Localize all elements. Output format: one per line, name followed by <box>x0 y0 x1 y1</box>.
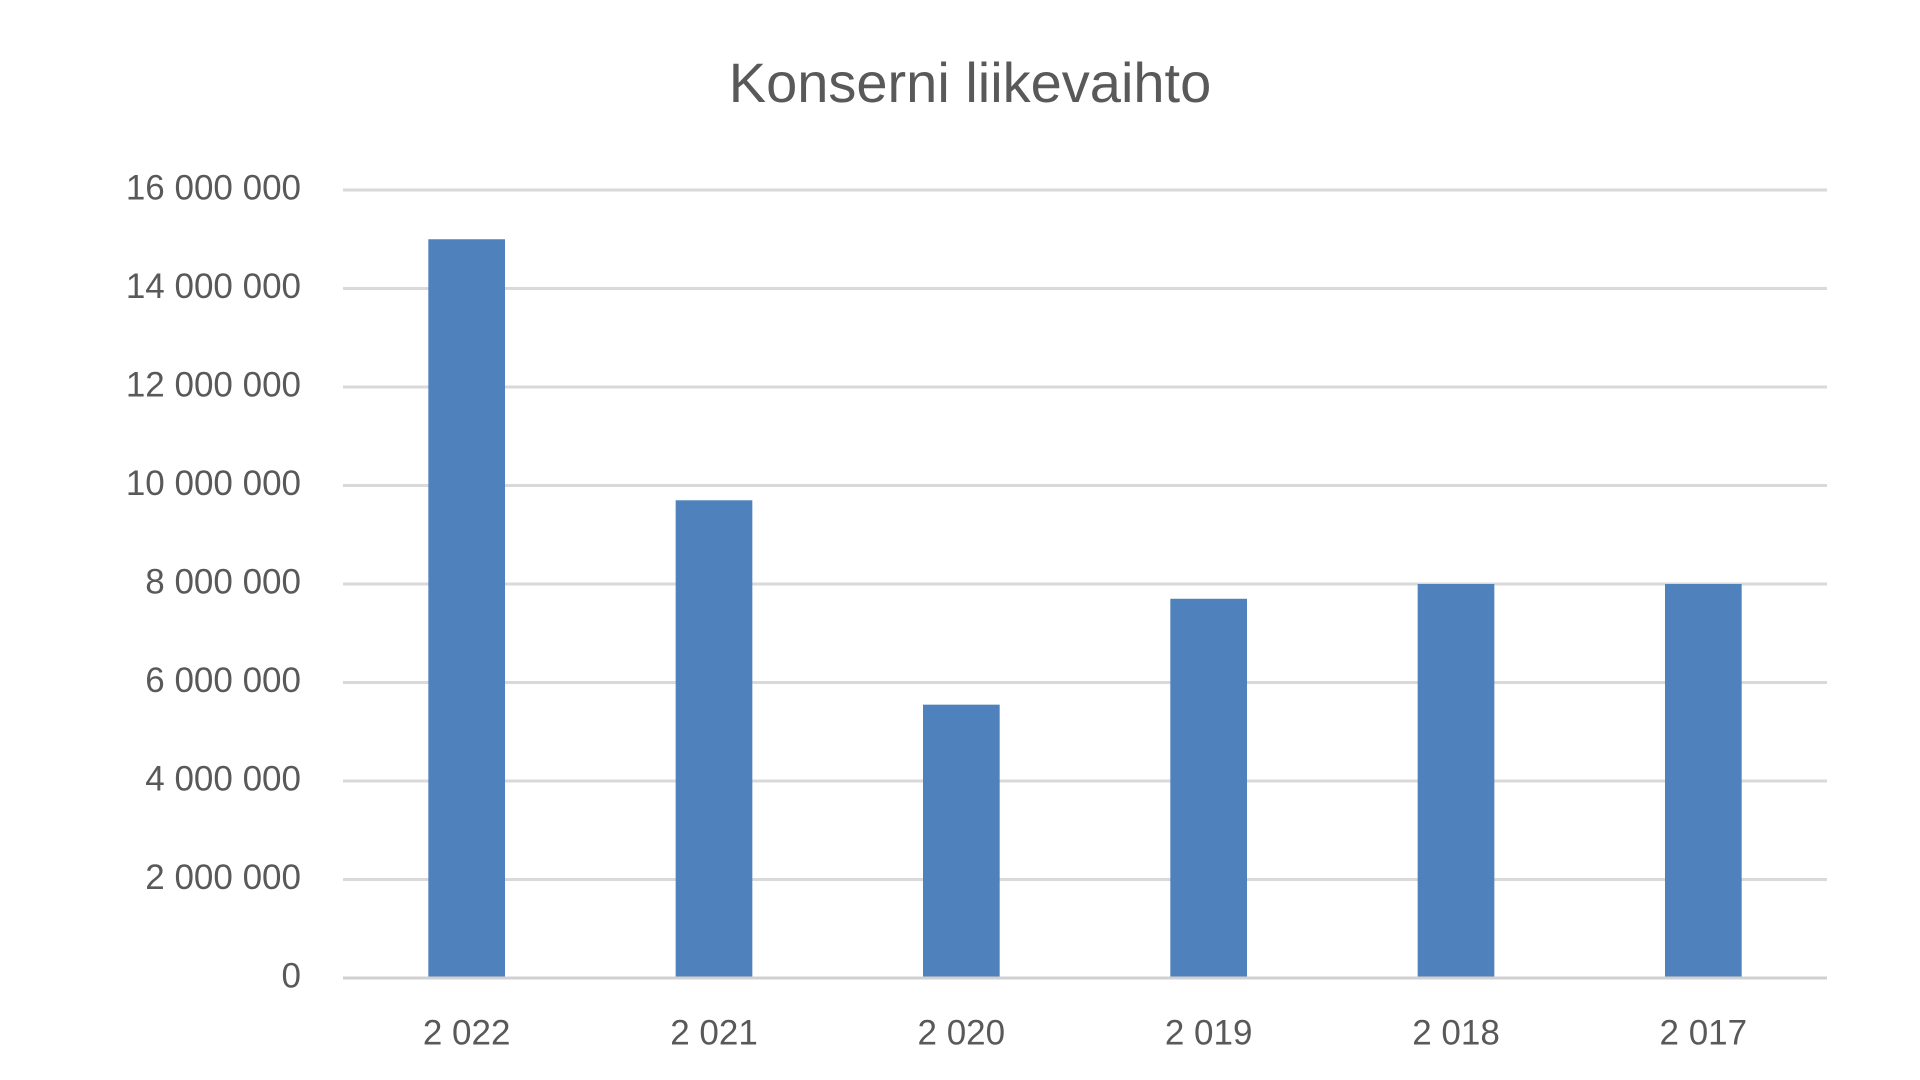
x-tick-label: 2 017 <box>1660 1013 1748 1052</box>
y-tick-label: 0 <box>282 956 301 995</box>
y-tick-label: 8 000 000 <box>145 562 301 601</box>
y-tick-label: 10 000 000 <box>126 464 301 503</box>
y-tick-label: 2 000 000 <box>145 858 301 897</box>
bar <box>1417 584 1495 978</box>
x-tick-label: 2 019 <box>1165 1013 1253 1052</box>
y-tick-label: 14 000 000 <box>126 267 301 306</box>
x-tick-label: 2 022 <box>423 1013 511 1052</box>
bar <box>1170 598 1248 978</box>
x-tick-label: 2 021 <box>670 1013 758 1052</box>
bar <box>675 500 753 978</box>
y-tick-label: 12 000 000 <box>126 365 301 404</box>
bar <box>428 239 506 978</box>
x-tick-label: 2 020 <box>918 1013 1006 1052</box>
chart-title: Konserni liikevaihto <box>729 51 1211 114</box>
y-tick-label: 4 000 000 <box>145 759 301 798</box>
y-tick-label: 16 000 000 <box>126 168 301 207</box>
bar <box>922 704 1000 978</box>
x-tick-label: 2 018 <box>1412 1013 1500 1052</box>
y-tick-label: 6 000 000 <box>145 661 301 700</box>
bar <box>1664 584 1742 978</box>
